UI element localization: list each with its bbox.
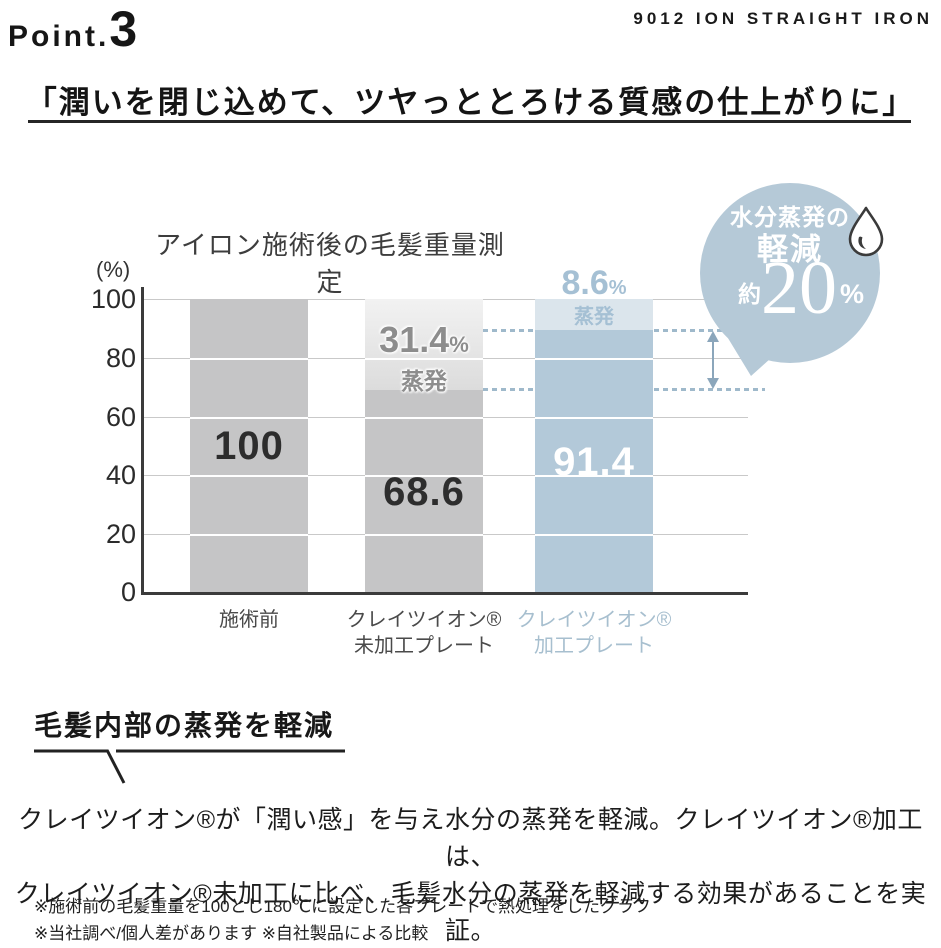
point-number: 3 [109,1,138,57]
chart-title: アイロン施術後の毛髪重量測定 [155,230,505,297]
bar-evaporated-segment [365,299,483,390]
footnotes: ※施術前の毛髪重量を100とし180℃に設定した各プレートで熱処理をしたグラフ … [34,893,651,947]
section-heading: 毛髪内部の蒸発を軽減 [34,710,335,741]
plot-area: 100 31.4% 蒸発 68.6 蒸発 91.4 [144,299,748,592]
x-category-before: 施術前 [219,609,279,631]
footnote-1: ※施術前の毛髪重量を100とし180℃に設定した各プレートで熱処理をしたグラフ [34,897,652,916]
water-drop-icon [848,206,884,257]
bar-solid-segment [190,299,308,592]
x-axis-line [141,592,748,595]
badge-value: 20 [760,246,837,330]
body-text: クレイツイオン®が「潤い感」を与え水分の蒸発を軽減。クレイツイオン®加工は、 ク… [0,802,941,948]
headline-divider [28,120,911,123]
evaporation-caption: 蒸発 [574,306,614,328]
bar-evaporated-segment [535,299,653,330]
y-tick-20: 20 [105,519,136,549]
bar-solid-segment [535,330,653,592]
footnote-2: ※当社調べ/個人差があります ※自社製品による比較 [34,924,429,943]
badge-line1: 水分蒸発の [730,204,850,230]
product-name: 9012 ION STRAIGHT IRON [633,9,933,28]
y-tick-100: 100 [90,284,136,314]
point-header: Point. 3 [8,4,137,54]
bar-treated-plate: 蒸発 91.4 [535,299,653,592]
evaporation-caption: 蒸発 [401,368,447,394]
x-category-untreated: クレイツイオン® 未加工プレート [346,609,502,657]
bar-solid-segment [365,390,483,592]
x-category-treated: クレイツイオン® 加工プレート [516,609,672,657]
y-tick-60: 60 [105,402,136,432]
bar-value-label: 91.4 [553,440,635,484]
y-axis-line [141,287,144,595]
y-tick-40: 40 [105,460,136,490]
difference-arrow-icon [707,331,719,389]
badge-unit: % [839,279,864,309]
body-text-line1: クレイツイオン®が「潤い感」を与え水分の蒸発を軽減。クレイツイオン®加工は、 [18,806,923,871]
y-tick-0: 0 [120,577,136,607]
body-text-line2: クレイツイオン®未加工に比べ、毛髪水分の蒸発を軽減する効果があることを実証。 [14,880,927,945]
moisture-badge: 水分蒸発の 軽減 約 20 % [700,183,880,363]
y-tick-80: 80 [105,343,136,373]
badge-line2: 軽減 [757,232,823,267]
bar-value-label: 100 [214,424,284,468]
bar-value-label: 68.6 [383,470,465,514]
bar-before-treatment: 100 [190,299,308,592]
bar-untreated-plate: 31.4% 蒸発 68.6 [365,299,483,592]
evaporation-label-treated: 8.6% [561,264,627,302]
page-title: 「潤いを閉じ込めて、ツヤっととろける質感の仕上がりに」 [25,85,916,120]
point-label: Point. [8,20,110,53]
badge-approx: 約 [737,281,761,307]
badge-value-row: 約 20 % [700,246,880,330]
evaporation-label: 31.4% 蒸発 [365,319,483,396]
y-axis-unit-label: (%) [96,257,131,282]
heading-underline [34,749,345,784]
